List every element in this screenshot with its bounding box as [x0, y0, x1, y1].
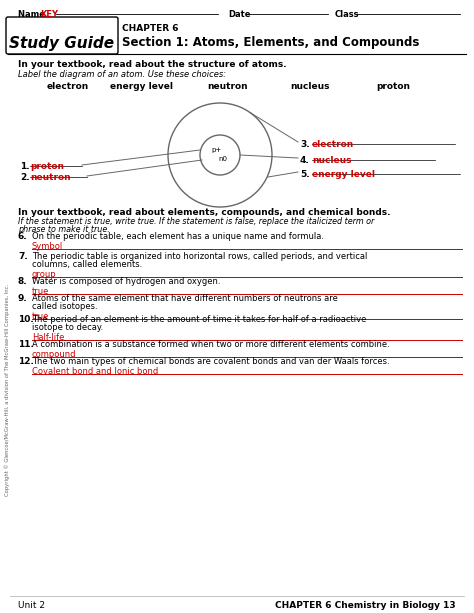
- Text: electron: electron: [312, 140, 354, 149]
- Text: KEY: KEY: [40, 10, 58, 19]
- Text: proton: proton: [30, 162, 64, 171]
- Text: Label the diagram of an atom. Use these choices:: Label the diagram of an atom. Use these …: [18, 70, 226, 79]
- Text: true: true: [32, 312, 49, 321]
- Text: 10.: 10.: [18, 315, 34, 324]
- Text: energy level: energy level: [312, 170, 375, 179]
- Text: 7.: 7.: [18, 252, 28, 261]
- Text: p+: p+: [212, 147, 222, 153]
- FancyBboxPatch shape: [6, 17, 118, 54]
- Text: neutron: neutron: [208, 82, 248, 91]
- Text: The periodic table is organized into horizontal rows, called periods, and vertic: The periodic table is organized into hor…: [32, 252, 367, 261]
- Text: 9.: 9.: [18, 294, 28, 303]
- Text: Date: Date: [228, 10, 250, 19]
- Text: group: group: [32, 270, 56, 279]
- Text: called isotopes.: called isotopes.: [32, 302, 98, 311]
- Text: Study Guide: Study Guide: [9, 36, 115, 51]
- Text: Name: Name: [18, 10, 48, 19]
- Text: neutron: neutron: [30, 173, 71, 182]
- Text: phrase to make it true.: phrase to make it true.: [18, 225, 110, 234]
- Text: Water is composed of hydrogen and oxygen.: Water is composed of hydrogen and oxygen…: [32, 277, 220, 286]
- Text: A combination is a substance formed when two or more different elements combine.: A combination is a substance formed when…: [32, 340, 390, 349]
- Text: Half-life: Half-life: [32, 333, 64, 342]
- Text: isotope to decay.: isotope to decay.: [32, 323, 103, 332]
- Text: 3.: 3.: [300, 140, 310, 149]
- Text: The period of an element is the amount of time it takes for half of a radioactiv: The period of an element is the amount o…: [32, 315, 366, 324]
- Text: 8.: 8.: [18, 277, 27, 286]
- Text: true: true: [32, 287, 49, 296]
- Text: n0: n0: [219, 156, 228, 162]
- Text: energy level: energy level: [110, 82, 173, 91]
- Text: If the statement is true, write true. If the statement is false, replace the ita: If the statement is true, write true. If…: [18, 217, 374, 226]
- Text: Covalent bond and Ionic bond: Covalent bond and Ionic bond: [32, 367, 158, 376]
- Text: In your textbook, read about the structure of atoms.: In your textbook, read about the structu…: [18, 60, 287, 69]
- Text: In your textbook, read about elements, compounds, and chemical bonds.: In your textbook, read about elements, c…: [18, 208, 391, 217]
- Text: 2.: 2.: [20, 173, 29, 182]
- Text: Class: Class: [335, 10, 359, 19]
- Text: Copyright © Glencoe/McGraw-Hill, a division of The McGraw-Hill Companies, Inc.: Copyright © Glencoe/McGraw-Hill, a divis…: [4, 284, 10, 496]
- Text: Section 1: Atoms, Elements, and Compounds: Section 1: Atoms, Elements, and Compound…: [122, 36, 419, 49]
- Text: columns, called elements.: columns, called elements.: [32, 260, 142, 269]
- Text: nucleus: nucleus: [312, 156, 352, 165]
- Text: compound: compound: [32, 350, 76, 359]
- Text: 12.: 12.: [18, 357, 34, 366]
- Text: CHAPTER 6: CHAPTER 6: [122, 24, 179, 33]
- Text: nucleus: nucleus: [290, 82, 330, 91]
- Text: 1.: 1.: [20, 162, 29, 171]
- Text: CHAPTER 6 Chemistry in Biology 13: CHAPTER 6 Chemistry in Biology 13: [275, 601, 456, 610]
- Text: Symbol: Symbol: [32, 242, 63, 251]
- Text: Atoms of the same element that have different numbers of neutrons are: Atoms of the same element that have diff…: [32, 294, 338, 303]
- Text: On the periodic table, each element has a unique name and formula.: On the periodic table, each element has …: [32, 232, 324, 241]
- Text: 11.: 11.: [18, 340, 34, 349]
- Text: The two main types of chemical bonds are covalent bonds and van der Waals forces: The two main types of chemical bonds are…: [32, 357, 390, 366]
- Text: 5.: 5.: [300, 170, 310, 179]
- Text: 4.: 4.: [300, 156, 310, 165]
- Text: Unit 2: Unit 2: [18, 601, 45, 610]
- Text: proton: proton: [376, 82, 410, 91]
- Text: electron: electron: [47, 82, 89, 91]
- Text: 6.: 6.: [18, 232, 27, 241]
